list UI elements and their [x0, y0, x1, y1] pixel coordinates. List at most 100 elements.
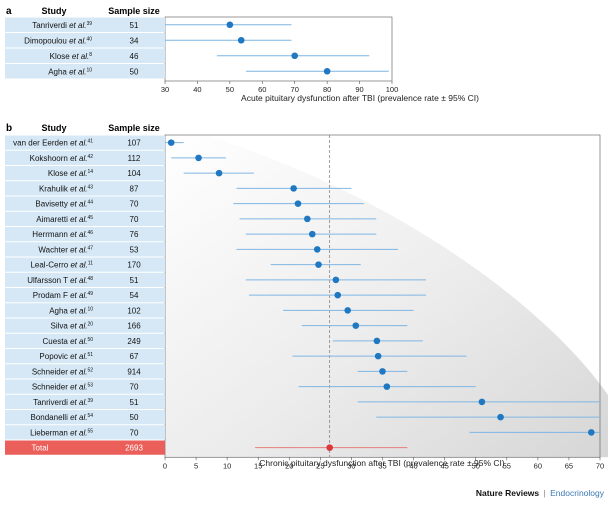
publisher-name: Nature Reviews [475, 488, 540, 498]
sample-size: 51 [130, 21, 139, 30]
study-author: Prodam F [33, 291, 70, 300]
panel-a-label: a [6, 6, 12, 17]
study-et-al: et al. [70, 337, 87, 346]
study-name: Kokshoorn et al.42 [30, 154, 94, 163]
study-author: Bondanelli [31, 413, 71, 422]
x-tick-label: 35 [378, 461, 386, 470]
total-row-background [5, 440, 165, 455]
study-name: Prodam F et al.49 [33, 291, 93, 300]
sample-size: 170 [127, 261, 141, 270]
study-name: Bavisetty et al.44 [35, 200, 93, 209]
study-et-al: et al. [70, 352, 87, 361]
study-author: Agha [49, 306, 70, 315]
sample-size: 107 [127, 139, 141, 148]
x-tick-label: 55 [503, 461, 511, 470]
prevalence-point [226, 21, 234, 29]
prevalence-point [373, 337, 381, 345]
study-name: Schneider et al.52 [32, 367, 93, 376]
study-name: Lieberman et al.55 [30, 428, 93, 437]
study-reference-number: 39 [87, 398, 93, 404]
study-et-al: et al. [70, 322, 87, 331]
study-author: Kokshoorn [30, 154, 70, 163]
prevalence-point [352, 322, 360, 329]
study-row-background [5, 364, 165, 379]
sample-size: 166 [127, 322, 141, 331]
prevalence-point [588, 429, 595, 436]
study-et-al: et al. [70, 413, 87, 422]
study-name: Tanriverdi et al.39 [32, 21, 92, 30]
x-tick-label: 60 [534, 461, 542, 470]
study-row-background [5, 394, 165, 409]
x-tick-label: 30 [161, 85, 169, 94]
sample-size: 70 [130, 215, 139, 224]
sample-size: 53 [130, 245, 139, 254]
x-tick-label: 90 [355, 85, 363, 94]
prevalence-point [315, 261, 322, 268]
prevalence-point [215, 169, 223, 177]
study-name: Herrmann et al.46 [32, 230, 93, 239]
prevalence-point [379, 368, 386, 375]
study-et-al: et al. [69, 36, 86, 45]
total-sample-size: 2693 [125, 444, 143, 453]
study-row-background [5, 288, 165, 303]
study-author: Schneider [32, 367, 70, 376]
study-name: Klose et al.8 [50, 52, 93, 61]
study-row-background [5, 33, 165, 48]
study-reference-number: 10 [87, 306, 93, 312]
study-author: Klose [50, 52, 72, 61]
study-et-al: et al. [72, 52, 89, 61]
study-et-al: et al. [70, 276, 87, 285]
x-tick-label: 50 [226, 85, 234, 94]
study-reference-number: 10 [86, 67, 92, 73]
study-author: Popovic [39, 352, 70, 361]
study-row-background [5, 166, 165, 181]
study-name: Popovic et al.51 [39, 352, 93, 361]
footer-separator: | [543, 488, 546, 498]
panel-a-sample-header: Sample size [108, 6, 160, 16]
prevalence-point [497, 413, 504, 421]
study-reference-number: 51 [87, 352, 93, 358]
study-et-al: et al. [70, 184, 87, 193]
study-name: Bondanelli et al.54 [31, 413, 94, 422]
sample-size: 67 [130, 352, 139, 361]
study-et-al: et al. [70, 306, 87, 315]
x-tick-label: 70 [596, 461, 604, 470]
prevalence-point [344, 307, 352, 314]
study-row-background [5, 333, 165, 348]
study-reference-number: 40 [86, 36, 92, 42]
study-author: Herrmann [32, 230, 70, 239]
panel-b-forest-plot: 0 5 10 15 20 25 30 35 40 45 50 55 60 65 70 van der Eerd… [5, 134, 608, 470]
prevalence-point [167, 139, 175, 146]
study-et-al: et al. [70, 154, 87, 163]
study-author: van der Eerden [13, 139, 70, 148]
panel-b-sample-header: Sample size [108, 123, 160, 133]
study-reference-number: 48 [87, 276, 93, 282]
prevalence-point [237, 36, 245, 44]
prevalence-point [290, 185, 297, 192]
sample-size: 87 [130, 184, 139, 193]
prevalence-point [308, 230, 316, 238]
study-et-al: et al. [70, 367, 87, 376]
study-author: Bavisetty [35, 200, 70, 209]
study-row-background [5, 318, 165, 333]
study-author: Krahulik [39, 184, 70, 193]
study-reference-number: 41 [87, 139, 93, 145]
study-row-background [5, 242, 165, 257]
study-et-al: et al. [70, 428, 87, 437]
x-tick-label: 50 [472, 461, 480, 470]
panel-a-study-header: Study [41, 6, 66, 16]
study-reference-number: 14 [87, 169, 93, 175]
study-reference-number: 53 [87, 383, 93, 389]
study-name: Dimopoulou et al.40 [24, 36, 92, 45]
study-author: Cuesta [43, 337, 71, 346]
study-et-al: et al. [69, 67, 86, 76]
study-name: Ulfarsson T et al.48 [27, 276, 93, 285]
x-tick-label: 60 [258, 85, 266, 94]
study-et-al: et al. [70, 200, 87, 209]
study-reference-number: 44 [87, 200, 93, 206]
study-et-al: et al. [70, 261, 87, 270]
plot-background-shading [165, 135, 608, 458]
study-author: Silva [51, 322, 71, 331]
study-name: van der Eerden et al.41 [13, 139, 93, 148]
